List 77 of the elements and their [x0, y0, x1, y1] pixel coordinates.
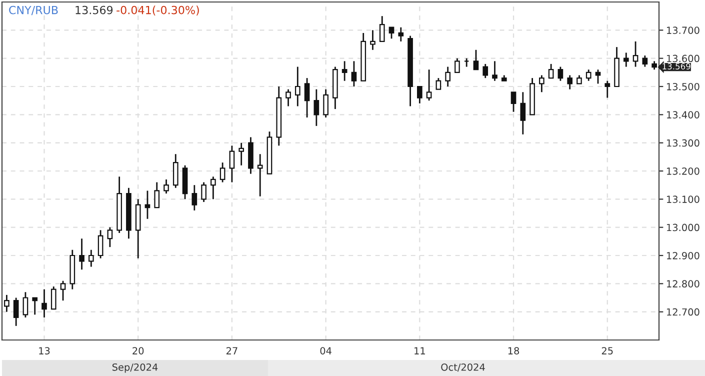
- y-tick-label: 12.700: [667, 308, 700, 316]
- candlestick: [492, 60, 498, 82]
- candlestick: [22, 291, 28, 318]
- candlestick: [604, 80, 610, 98]
- y-tick-label: 13.600: [667, 54, 700, 62]
- candlestick: [172, 153, 178, 189]
- candlestick: [388, 26, 394, 40]
- candlestick: [632, 40, 638, 68]
- candlestick: [548, 63, 554, 79]
- candlestick: [558, 66, 564, 82]
- y-tick-label: 13.700: [667, 26, 700, 34]
- candlestick: [192, 184, 198, 212]
- y-tick-label: 13.500: [667, 82, 700, 90]
- candlestick: [107, 226, 113, 248]
- candlestick: [351, 60, 357, 88]
- candlestick: [642, 54, 648, 68]
- candlestick: [257, 153, 263, 198]
- candlestick: [13, 297, 19, 327]
- candlestick: [370, 29, 376, 51]
- candlestick: [50, 286, 56, 310]
- candlestick: [4, 294, 10, 313]
- candlestick: [586, 68, 592, 82]
- candlestick: [539, 74, 544, 93]
- y-tick-label: 13.000: [667, 224, 700, 232]
- candlestick: [154, 182, 160, 208]
- candlestick: [473, 49, 479, 70]
- candlestick: [342, 60, 348, 82]
- annotation: -0.041(-0.30%): [116, 6, 199, 16]
- candlestick: [144, 190, 150, 220]
- candlestick: [32, 297, 38, 316]
- candlestick: [567, 74, 572, 90]
- candlestick: [398, 26, 404, 42]
- candlestick: [445, 66, 450, 88]
- candlestick: [220, 162, 226, 183]
- candlestick: [379, 15, 385, 42]
- x-tick-label: 18: [508, 347, 520, 354]
- text: Oct/2024: [441, 363, 485, 372]
- candlestick: [454, 58, 460, 74]
- x-tick-label: 27: [226, 347, 238, 354]
- y-tick-label: 13.100: [667, 196, 700, 203]
- y-tick-label: 13.400: [667, 111, 700, 118]
- candlestick: [60, 280, 66, 302]
- text: Sep/2024: [112, 363, 158, 373]
- y-tick-label: 12.800: [667, 280, 700, 288]
- candlestick: [294, 66, 300, 107]
- candlestick: [426, 68, 432, 102]
- candlestick: [482, 63, 488, 79]
- candlestick: [201, 182, 206, 203]
- candlestick: [314, 88, 320, 127]
- candlestick: [436, 77, 442, 90]
- candlestick: [304, 77, 310, 118]
- candlestick: [98, 229, 104, 260]
- x-tick-label: 13: [39, 347, 50, 354]
- candlestick: [286, 88, 291, 107]
- candlestick: [238, 142, 244, 166]
- candlestick: [79, 238, 84, 270]
- x-tick-label: 25: [602, 347, 613, 354]
- chart-title: CNY/RUB: [9, 6, 58, 16]
- y-tick-label: 13.200: [667, 167, 700, 175]
- candlestick: [595, 68, 601, 84]
- y-tick-label: 12.900: [667, 252, 700, 260]
- candlestick: [42, 288, 47, 318]
- y-tick-label: 13.300: [667, 139, 700, 147]
- candlestick: [623, 52, 629, 68]
- candlestick: [88, 249, 94, 268]
- x-tick-label: 11: [414, 347, 425, 354]
- candlestick: [210, 176, 216, 200]
- candlestick: [520, 91, 526, 136]
- x-tick-label: 20: [132, 347, 144, 354]
- x-tick-label: 04: [320, 347, 332, 354]
- candlestick: [416, 86, 422, 104]
- annotation: 13.569: [76, 6, 113, 14]
- candlestick: [164, 178, 169, 194]
- text: 13.569: [662, 63, 690, 70]
- candlestick: [510, 91, 516, 113]
- candlestick: [229, 144, 235, 183]
- candlestick: [323, 88, 328, 118]
